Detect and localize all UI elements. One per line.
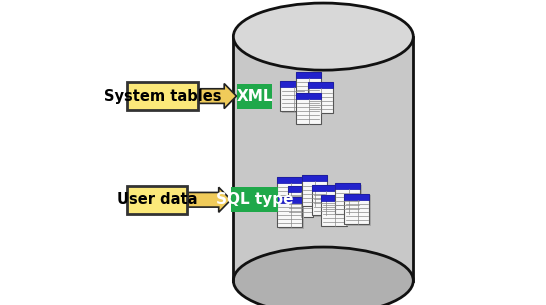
Bar [295, 72, 321, 78]
Bar [231, 187, 278, 212]
FancyArrow shape [199, 84, 236, 109]
Bar [127, 82, 198, 110]
Bar [277, 197, 302, 203]
Bar [237, 84, 272, 109]
Bar [297, 95, 322, 125]
Bar [280, 81, 305, 87]
Text: SQL type: SQL type [216, 192, 293, 207]
Bar [289, 188, 314, 218]
Bar [302, 175, 327, 181]
Bar [308, 82, 333, 113]
Ellipse shape [233, 3, 413, 70]
Bar [279, 178, 304, 209]
Bar [308, 82, 333, 88]
Bar [233, 37, 413, 281]
Bar [282, 82, 307, 113]
Bar [323, 197, 348, 227]
Bar [297, 73, 322, 104]
Bar [302, 175, 327, 206]
Bar [279, 198, 304, 229]
Text: XML: XML [236, 88, 273, 104]
Bar [312, 185, 337, 215]
Bar [322, 195, 347, 201]
Bar [346, 195, 371, 226]
Bar [288, 186, 313, 192]
Bar [127, 186, 187, 213]
Text: System tables: System tables [104, 88, 221, 104]
Bar [277, 197, 302, 227]
Bar [322, 195, 347, 226]
Bar [303, 177, 328, 207]
Bar [345, 194, 370, 200]
Bar [277, 177, 302, 183]
Bar [312, 185, 337, 191]
Bar [295, 93, 321, 124]
FancyArrow shape [188, 187, 231, 212]
Bar [288, 186, 313, 217]
Bar [335, 183, 360, 189]
Bar [314, 186, 339, 217]
Bar [295, 72, 321, 102]
Bar [345, 194, 370, 224]
Bar [280, 81, 305, 111]
Text: User data: User data [117, 192, 197, 207]
Bar [337, 185, 362, 215]
Bar [309, 84, 334, 114]
Bar [277, 177, 302, 207]
Ellipse shape [233, 247, 413, 305]
Bar [335, 183, 360, 214]
Bar [295, 93, 321, 99]
